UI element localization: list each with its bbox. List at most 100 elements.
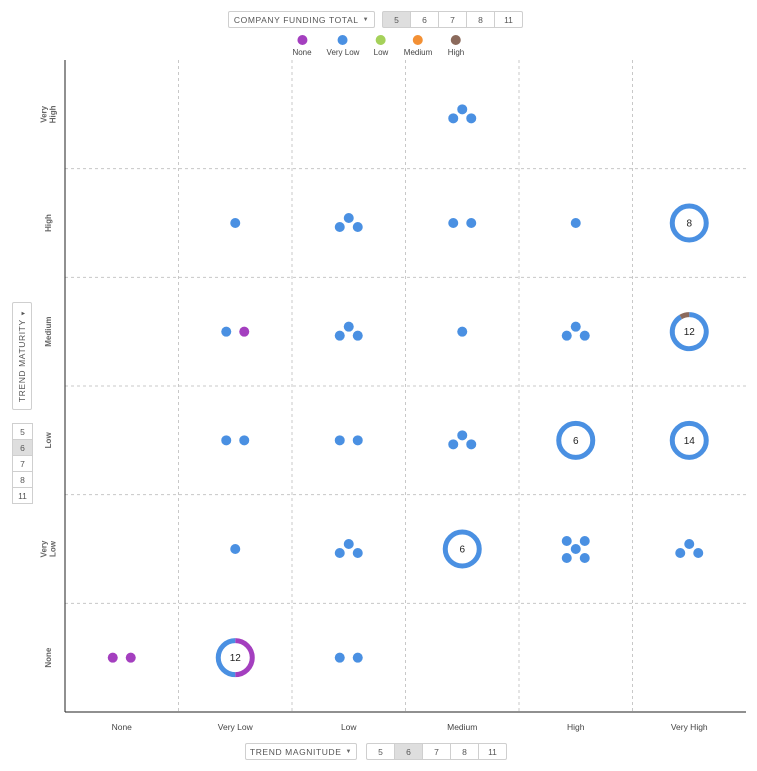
legend-label-high: High xyxy=(447,48,465,57)
cell-medium-low-dot xyxy=(457,430,468,441)
funding-bucket-6[interactable]: 6 xyxy=(410,11,439,28)
cell-low-medium-dot xyxy=(334,330,345,341)
legend-item-high[interactable]: High xyxy=(448,35,464,57)
cell-low-none-dot xyxy=(334,652,345,663)
legend-swatch-none xyxy=(297,35,307,45)
cell-none-none-dot xyxy=(107,652,118,663)
cell-very-high-high-donut-bg xyxy=(672,206,707,240)
cell-low-high-dot xyxy=(343,213,354,223)
cell-high-very-low-dot xyxy=(579,553,590,563)
trend-magnitude-label: TREND MAGNITUDE xyxy=(249,746,342,757)
maturity-bucket-11[interactable]: 11 xyxy=(12,487,33,504)
cell-high-low-donut-segment-very-low xyxy=(556,420,596,460)
cell-very-low-none-donut-segment-very-low xyxy=(215,638,236,678)
cell-very-high-medium-count-label: 12 xyxy=(684,327,696,338)
cell-very-high-high-count-label: 8 xyxy=(686,219,692,230)
cell-very-low-low-dot xyxy=(239,435,250,446)
caret-down-icon: ▼ xyxy=(345,748,353,755)
cell-very-low-medium-dot xyxy=(239,326,250,337)
cell-low-medium-dot xyxy=(343,321,354,332)
cell-low-none-dot xyxy=(352,652,363,663)
funding-bucket-selector: 5 6 7 8 11 xyxy=(382,11,523,28)
cell-very-high-low-count-label: 14 xyxy=(684,436,696,447)
company-funding-total-dropdown[interactable]: COMPANY FUNDING TOTAL ▼ xyxy=(228,11,375,28)
trend-maturity-dropdown[interactable]: TREND MATURITY ▼ xyxy=(12,302,32,410)
cell-very-high-very-low-dot xyxy=(675,548,686,558)
chart-legend: None Very Low Low Medium High xyxy=(0,35,757,59)
cell-none-none-dot xyxy=(125,652,136,663)
cell-high-medium-dot xyxy=(579,330,590,341)
cell-low-high-dot xyxy=(352,222,363,232)
cell-medium-low-dot xyxy=(448,439,459,450)
legend-label-very-low: Very Low xyxy=(326,48,360,57)
y-tick-label-high: High xyxy=(44,214,53,232)
x-tick-label-very-low: Very Low xyxy=(218,722,254,732)
legend-label-low: Low xyxy=(373,48,389,57)
cell-very-high-high-donut-segment-very-low xyxy=(669,203,709,243)
cell-very-low-none-donut-bg xyxy=(218,640,253,675)
legend-item-low[interactable]: Low xyxy=(373,35,389,57)
funding-bucket-11[interactable]: 11 xyxy=(494,11,523,28)
maturity-bucket-selector: 5 6 7 8 11 xyxy=(12,423,33,504)
cell-medium-very-low-count-label: 6 xyxy=(459,545,465,556)
cell-high-low-donut-bg xyxy=(558,423,593,458)
caret-down-icon: ▼ xyxy=(362,16,370,23)
legend-swatch-medium xyxy=(412,35,423,45)
maturity-bucket-7[interactable]: 7 xyxy=(12,455,33,472)
trend-magnitude-dropdown[interactable]: TREND MAGNITUDE ▼ xyxy=(245,743,357,760)
cell-medium-very-high-dot xyxy=(457,104,468,115)
y-tick-label-none: None xyxy=(44,647,53,668)
cell-medium-high-dot xyxy=(448,218,459,228)
cell-very-high-medium-donut-segment-very-low xyxy=(669,312,709,352)
legend-item-medium[interactable]: Medium xyxy=(404,35,432,57)
x-tick-label-high: High xyxy=(567,722,585,732)
cell-high-very-low-dot xyxy=(561,536,572,546)
cell-very-low-very-low-dot xyxy=(230,544,241,554)
cell-high-medium-dot xyxy=(561,330,572,341)
cell-low-low-dot xyxy=(352,435,363,446)
legend-label-medium: Medium xyxy=(403,48,433,57)
cell-medium-very-low-donut-bg xyxy=(445,532,480,566)
cell-high-low-count-label: 6 xyxy=(573,436,579,447)
legend-swatch-very-low xyxy=(338,35,348,45)
cell-medium-high-dot xyxy=(466,218,477,228)
cell-low-very-low-dot xyxy=(343,539,354,549)
cell-very-low-none-donut-segment-none xyxy=(235,638,255,678)
magnitude-bucket-7[interactable]: 7 xyxy=(422,743,451,760)
cell-very-high-very-low-dot xyxy=(684,539,695,549)
funding-bucket-8[interactable]: 8 xyxy=(466,11,495,28)
cell-low-very-low-dot xyxy=(352,548,363,558)
magnitude-bucket-6[interactable]: 6 xyxy=(394,743,423,760)
x-tick-label-medium: Medium xyxy=(447,722,477,732)
cell-very-low-high-dot xyxy=(230,218,241,228)
cell-very-high-low-donut-bg xyxy=(672,423,707,458)
cell-medium-low-dot xyxy=(466,439,477,450)
y-tick-label-low: Low xyxy=(44,432,53,449)
cell-very-high-low-donut-segment-very-low xyxy=(669,420,709,460)
legend-item-very-low[interactable]: Very Low xyxy=(326,35,360,57)
cell-high-very-low-dot xyxy=(579,536,590,546)
cell-low-medium-dot xyxy=(352,330,363,341)
cell-very-low-medium-dot xyxy=(221,326,232,337)
magnitude-bucket-selector: 5 6 7 8 11 xyxy=(366,743,507,760)
cell-high-very-low-dot xyxy=(570,544,581,554)
magnitude-bucket-11[interactable]: 11 xyxy=(478,743,507,760)
cell-very-high-medium-donut-bg xyxy=(672,314,707,349)
legend-item-none[interactable]: None xyxy=(292,35,312,57)
cell-medium-very-low-donut-segment-very-low xyxy=(442,529,482,569)
cell-high-medium-dot xyxy=(570,321,581,332)
funding-bucket-5[interactable]: 5 xyxy=(382,11,411,28)
cell-low-very-low-dot xyxy=(334,548,345,558)
legend-swatch-high xyxy=(450,35,461,45)
x-tick-label-none: None xyxy=(112,722,133,732)
y-tick-label-medium: Medium xyxy=(44,317,53,347)
magnitude-bucket-5[interactable]: 5 xyxy=(366,743,395,760)
cell-medium-very-high-dot xyxy=(466,113,477,124)
cell-medium-medium-dot xyxy=(457,326,468,337)
cell-low-low-dot xyxy=(334,435,345,446)
magnitude-bucket-8[interactable]: 8 xyxy=(450,743,479,760)
y-tick-label-very-low: VeryLow xyxy=(40,540,58,557)
cell-very-low-low-dot xyxy=(221,435,232,446)
cell-low-high-dot xyxy=(334,222,345,232)
